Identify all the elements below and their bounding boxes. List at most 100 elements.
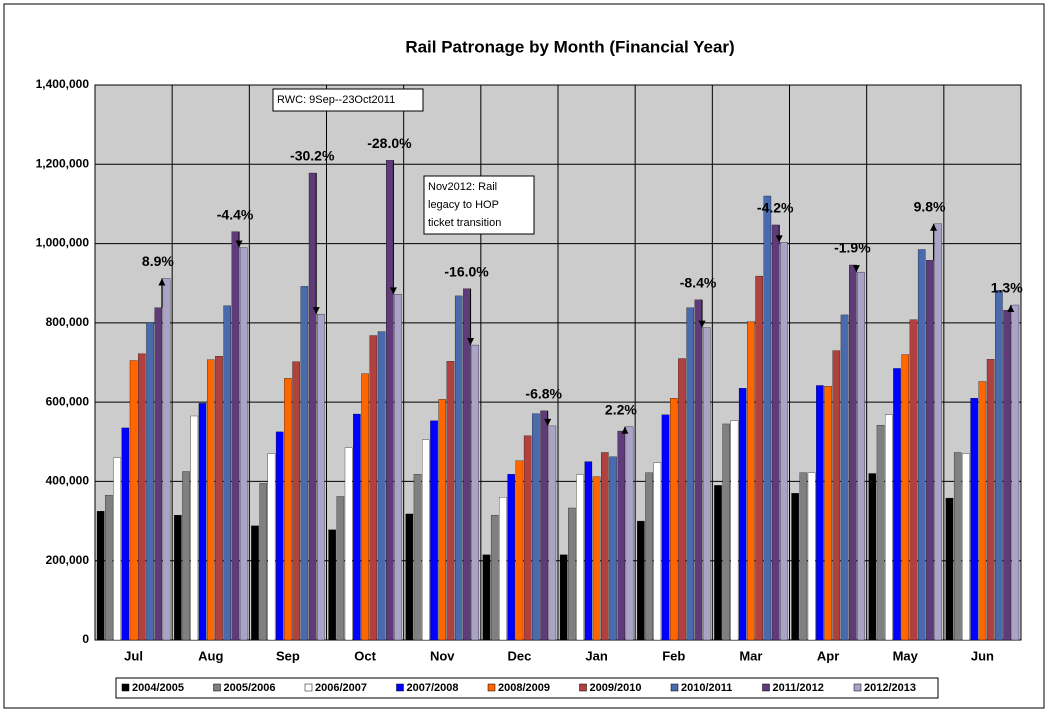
bar <box>876 424 885 641</box>
legend-label: 2007/2008 <box>407 682 459 694</box>
bar <box>490 514 499 641</box>
bar <box>962 453 970 641</box>
bar <box>702 327 711 641</box>
bar <box>730 420 739 641</box>
bar <box>430 420 438 641</box>
bar <box>780 242 788 641</box>
x-tick-label: Feb <box>662 648 685 663</box>
bar <box>129 360 138 641</box>
arrow-head <box>544 418 552 426</box>
bar <box>113 457 121 641</box>
bar <box>661 414 670 641</box>
bar <box>507 474 515 641</box>
legend-label: 2005/2006 <box>224 682 276 694</box>
bar <box>284 378 292 641</box>
note-text: legacy to HOP <box>428 199 499 211</box>
bar <box>609 456 617 641</box>
bar <box>198 403 207 641</box>
arrow-head <box>930 223 938 231</box>
change-label: 1.3% <box>991 280 1023 296</box>
note-text: ticket transition <box>428 217 501 229</box>
chart-title: Rail Patronage by Month (Financial Year) <box>405 37 734 56</box>
x-tick-label: Jan <box>585 648 607 663</box>
legend-swatch <box>304 683 313 692</box>
bar <box>259 483 267 641</box>
bar <box>292 361 300 641</box>
note-box <box>272 88 424 112</box>
legend-swatch <box>121 683 130 692</box>
x-tick-label: Nov <box>430 648 455 663</box>
bar <box>559 554 568 641</box>
y-tick-label: 1,000,000 <box>36 236 90 250</box>
bar <box>138 353 146 641</box>
bar <box>885 414 893 641</box>
change-label: -16.0% <box>444 263 489 279</box>
bar <box>909 319 918 641</box>
bar <box>223 305 231 641</box>
bar <box>394 294 402 641</box>
arrow-head <box>467 338 475 346</box>
bar <box>454 295 463 641</box>
change-label: -6.8% <box>525 386 562 402</box>
arrow-head <box>312 307 320 315</box>
note-text: RWC: 9Sep--23Oct2011 <box>277 94 395 106</box>
bar <box>446 361 455 641</box>
bar <box>386 160 394 641</box>
bar <box>1003 310 1011 641</box>
bar <box>945 497 954 641</box>
bar <box>96 511 105 641</box>
bar <box>251 525 259 641</box>
y-tick-label: 800,000 <box>46 315 90 329</box>
x-tick-label: Aug <box>198 648 223 663</box>
bar <box>523 435 532 641</box>
note-box <box>423 175 535 235</box>
bar <box>162 278 171 641</box>
arrow-head <box>158 278 166 286</box>
legend-label: 2004/2005 <box>132 682 184 694</box>
bar <box>369 335 378 641</box>
legend: 2004/2005 2005/2006 2006/2007 2007/2008 2008… <box>115 677 939 699</box>
bar <box>267 453 276 641</box>
arrow-head <box>621 426 629 434</box>
y-tick-label: 1,200,000 <box>36 156 90 170</box>
bar <box>807 472 816 641</box>
bar <box>154 307 163 641</box>
bar <box>532 413 540 641</box>
x-tick-label: Dec <box>507 648 531 663</box>
bar <box>868 473 877 641</box>
legend-swatch <box>853 683 862 692</box>
change-label: 9.8% <box>914 198 946 214</box>
bar <box>637 520 645 641</box>
bar <box>986 359 995 641</box>
x-tick-label: Sep <box>276 648 300 663</box>
bar <box>678 358 686 641</box>
legend-label: 2010/2011 <box>681 682 732 694</box>
bar <box>121 427 130 641</box>
legend-swatch <box>213 683 221 692</box>
bar <box>515 460 524 641</box>
bar <box>190 415 199 641</box>
bar <box>617 430 626 641</box>
bar <box>686 307 694 641</box>
y-tick-label: 400,000 <box>46 474 90 488</box>
legend-swatch <box>579 683 587 692</box>
bar <box>625 426 634 641</box>
bar <box>540 410 548 641</box>
change-label: 8.9% <box>142 253 174 269</box>
bar <box>576 474 584 641</box>
bar <box>568 507 576 641</box>
bar <box>275 431 284 641</box>
legend-label: 2009/2010 <box>590 682 642 694</box>
bar <box>970 398 978 641</box>
bar <box>995 290 1003 641</box>
legend-label: 2012/2013 <box>864 682 916 694</box>
bar <box>413 474 422 641</box>
bar <box>791 493 799 641</box>
x-tick-label: Jul <box>124 648 143 663</box>
bar <box>215 356 223 641</box>
bar <box>1011 304 1020 641</box>
bar <box>917 249 926 641</box>
bar <box>601 452 609 641</box>
bar <box>799 472 808 641</box>
